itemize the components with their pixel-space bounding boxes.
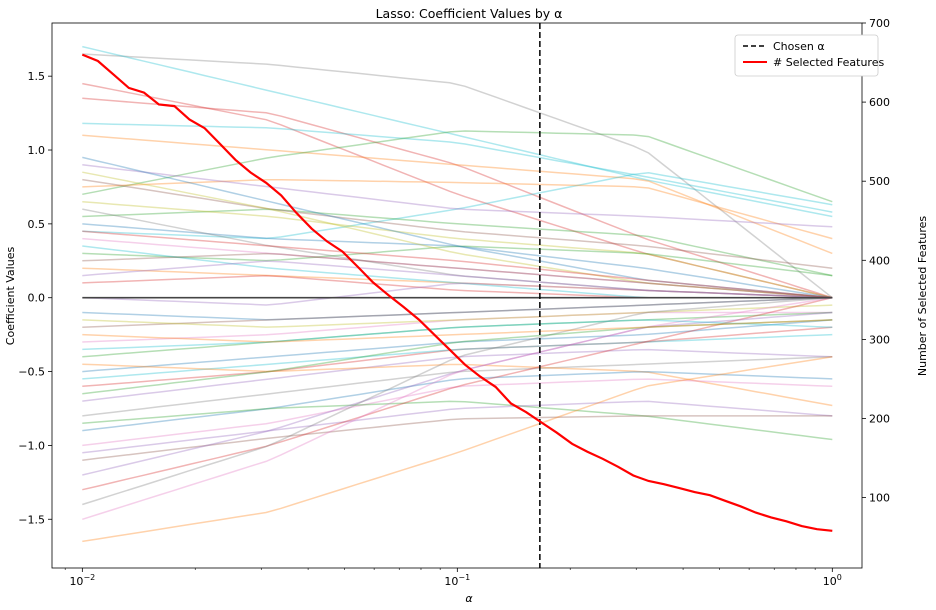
coef-line: [82, 260, 833, 299]
coef-line: [82, 296, 833, 491]
plot-frame: [51, 22, 863, 569]
coef-line: [82, 415, 833, 461]
chart-title: Lasso: Coefficient Values by α: [376, 6, 563, 21]
y-tick-label: 1.5: [28, 70, 46, 83]
y2-tick-label: 200: [869, 413, 890, 426]
legend-label-selected-features: # Selected Features: [773, 56, 884, 69]
legend-box: [734, 34, 879, 77]
selected-features-line: [81, 53, 833, 532]
coef-line: [82, 319, 833, 343]
y-tick-label: −1.5: [18, 513, 45, 526]
coef-line: [82, 356, 833, 417]
coef-line: [82, 252, 833, 299]
y2-axis-ticks: 100 200 300 400 500 600 700: [862, 17, 890, 505]
y2-tick-label: 100: [869, 492, 890, 505]
coef-line: [82, 245, 833, 277]
x-axis-label: α: [465, 592, 473, 605]
coef-line: [82, 311, 833, 358]
coef-line: [82, 319, 833, 395]
x-tick-label: 10−2: [69, 573, 95, 588]
coef-line: [82, 370, 833, 432]
coef-line: [82, 230, 833, 299]
coef-line: [82, 172, 833, 240]
y-axis-ticks: 1.5 1.0 0.5 0.0 −0.5 −1.0 −1.5: [18, 70, 52, 526]
coef-line: [82, 304, 833, 328]
coef-line: [82, 171, 833, 299]
coef-line: [82, 130, 833, 203]
coef-line: [82, 53, 833, 299]
coef-line: [82, 122, 833, 213]
coef-line: [82, 311, 833, 476]
coef-line: [82, 378, 833, 447]
coef-line: [82, 178, 833, 240]
coef-line: [82, 208, 833, 277]
coef-line: [82, 45, 833, 218]
y2-axis-label: Number of Selected Features: [916, 216, 929, 377]
y2-tick-label: 700: [869, 17, 890, 30]
coef-line: [82, 333, 833, 380]
coef-line: [82, 319, 833, 373]
y-tick-label: 0.0: [28, 292, 46, 305]
coef-line: [82, 82, 833, 299]
coef-line: [82, 282, 833, 306]
y2-tick-label: 400: [869, 254, 890, 267]
coef-line: [82, 200, 833, 299]
coef-line: [82, 156, 833, 299]
coefficient-paths: [82, 45, 833, 543]
coef-line: [82, 319, 833, 351]
coef-line: [82, 97, 833, 299]
coef-line: [82, 296, 833, 321]
coef-line: [82, 223, 833, 299]
x-tick-label: 10−1: [444, 573, 470, 588]
legend: Chosen α # Selected Features: [734, 34, 884, 77]
y-axis-label: Coefficient Values: [4, 247, 17, 346]
coef-line: [82, 326, 833, 388]
coef-line: [82, 164, 833, 228]
y-tick-label: −1.0: [18, 439, 45, 452]
coef-line: [82, 178, 833, 269]
coef-line: [82, 296, 833, 329]
coef-line: [82, 267, 833, 299]
legend-label-chosen-alpha: Chosen α: [773, 40, 825, 53]
y-tick-label: 1.0: [28, 144, 46, 157]
coef-line: [82, 356, 833, 543]
coef-line: [82, 208, 833, 299]
y-tick-label: −0.5: [18, 366, 45, 379]
coef-line: [82, 363, 833, 407]
y2-tick-label: 500: [869, 175, 890, 188]
y-tick-label: 0.5: [28, 218, 46, 231]
coef-line: [82, 400, 833, 454]
coef-line: [82, 311, 833, 343]
y2-tick-label: 600: [869, 96, 890, 109]
coef-line: [82, 134, 833, 255]
overlay-series: [81, 23, 833, 568]
coef-line: [82, 237, 833, 299]
y2-tick-label: 300: [869, 333, 890, 346]
x-axis-ticks: 10−2 10−1 100: [64, 568, 842, 588]
x-tick-label: 100: [823, 573, 842, 588]
coef-line: [82, 400, 833, 441]
coef-line: [82, 296, 833, 521]
